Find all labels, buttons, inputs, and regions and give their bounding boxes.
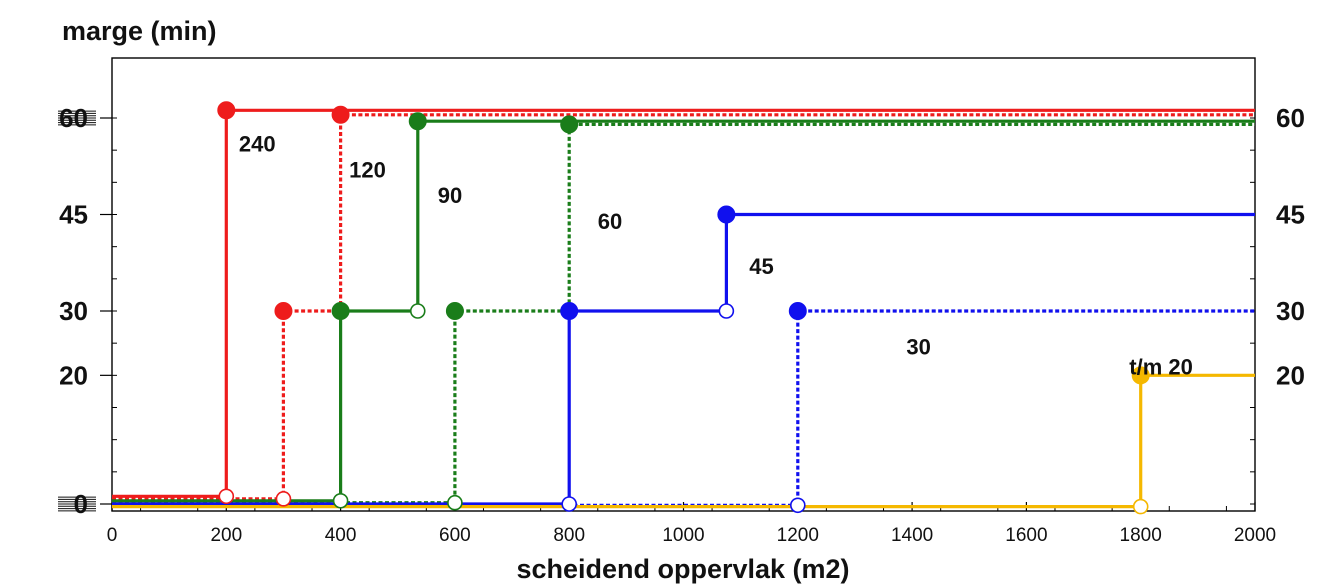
y-tick-label-left: 20	[59, 360, 88, 390]
y-axis-label: marge (min)	[62, 16, 217, 46]
open-marker	[1132, 498, 1149, 515]
open-marker	[447, 494, 463, 511]
series-annotation: 30	[906, 334, 930, 359]
open-marker	[718, 303, 735, 319]
filled-marker	[445, 302, 464, 320]
series-annotation: 120	[349, 157, 386, 182]
filled-marker	[274, 302, 293, 320]
series-90-line	[112, 119, 1255, 503]
open-marker	[275, 491, 292, 507]
x-tick-label: 200	[210, 525, 242, 546]
y-tick-label-left: 30	[59, 296, 88, 326]
y-tick-stack	[58, 110, 96, 126]
filled-marker	[788, 302, 807, 320]
open-marker	[332, 492, 349, 509]
open-marker	[409, 303, 426, 319]
x-tick-label: 600	[439, 525, 471, 546]
open-marker	[789, 497, 806, 514]
x-tick-label: 800	[553, 525, 585, 546]
series-annotation: 240	[239, 132, 276, 157]
open-marker	[561, 496, 578, 512]
x-tick-label: 1400	[891, 525, 933, 546]
filled-marker	[560, 302, 579, 320]
series-annotation: 45	[749, 254, 773, 279]
filled-marker	[717, 205, 736, 224]
x-tick-label: 1600	[1005, 525, 1047, 546]
x-tick-label: 0	[107, 525, 118, 546]
series-t-m-20-line	[112, 373, 1255, 509]
x-tick-label: 400	[325, 525, 357, 546]
y-tick-label-right: 30	[1276, 296, 1305, 326]
series-annotation: t/m 20	[1129, 354, 1193, 379]
filled-marker	[331, 105, 350, 124]
x-tick-label: 2000	[1234, 525, 1276, 546]
series-240-line	[112, 108, 1255, 498]
filled-marker	[217, 101, 236, 120]
series-60-line	[112, 122, 1255, 505]
y-tick-stack	[58, 496, 96, 512]
x-tick-label: 1000	[662, 525, 704, 546]
filled-marker	[560, 115, 579, 134]
filled-marker	[408, 112, 427, 131]
y-tick-label-right: 20	[1276, 360, 1305, 390]
x-tick-label: 1800	[1120, 525, 1162, 546]
y-tick-label-right: 45	[1276, 200, 1305, 230]
open-marker	[218, 488, 235, 505]
series-annotation: 60	[598, 209, 622, 234]
x-tick-label: 1200	[777, 525, 819, 546]
x-axis-label: scheidend oppervlak (m2)	[516, 554, 849, 584]
y-tick-label-right: 60	[1276, 103, 1305, 133]
filled-marker	[331, 302, 350, 320]
filled-marker	[1131, 366, 1150, 385]
y-tick-label-left: 45	[59, 200, 88, 230]
series-30-line	[112, 309, 1255, 507]
series-annotation: 90	[438, 183, 462, 208]
